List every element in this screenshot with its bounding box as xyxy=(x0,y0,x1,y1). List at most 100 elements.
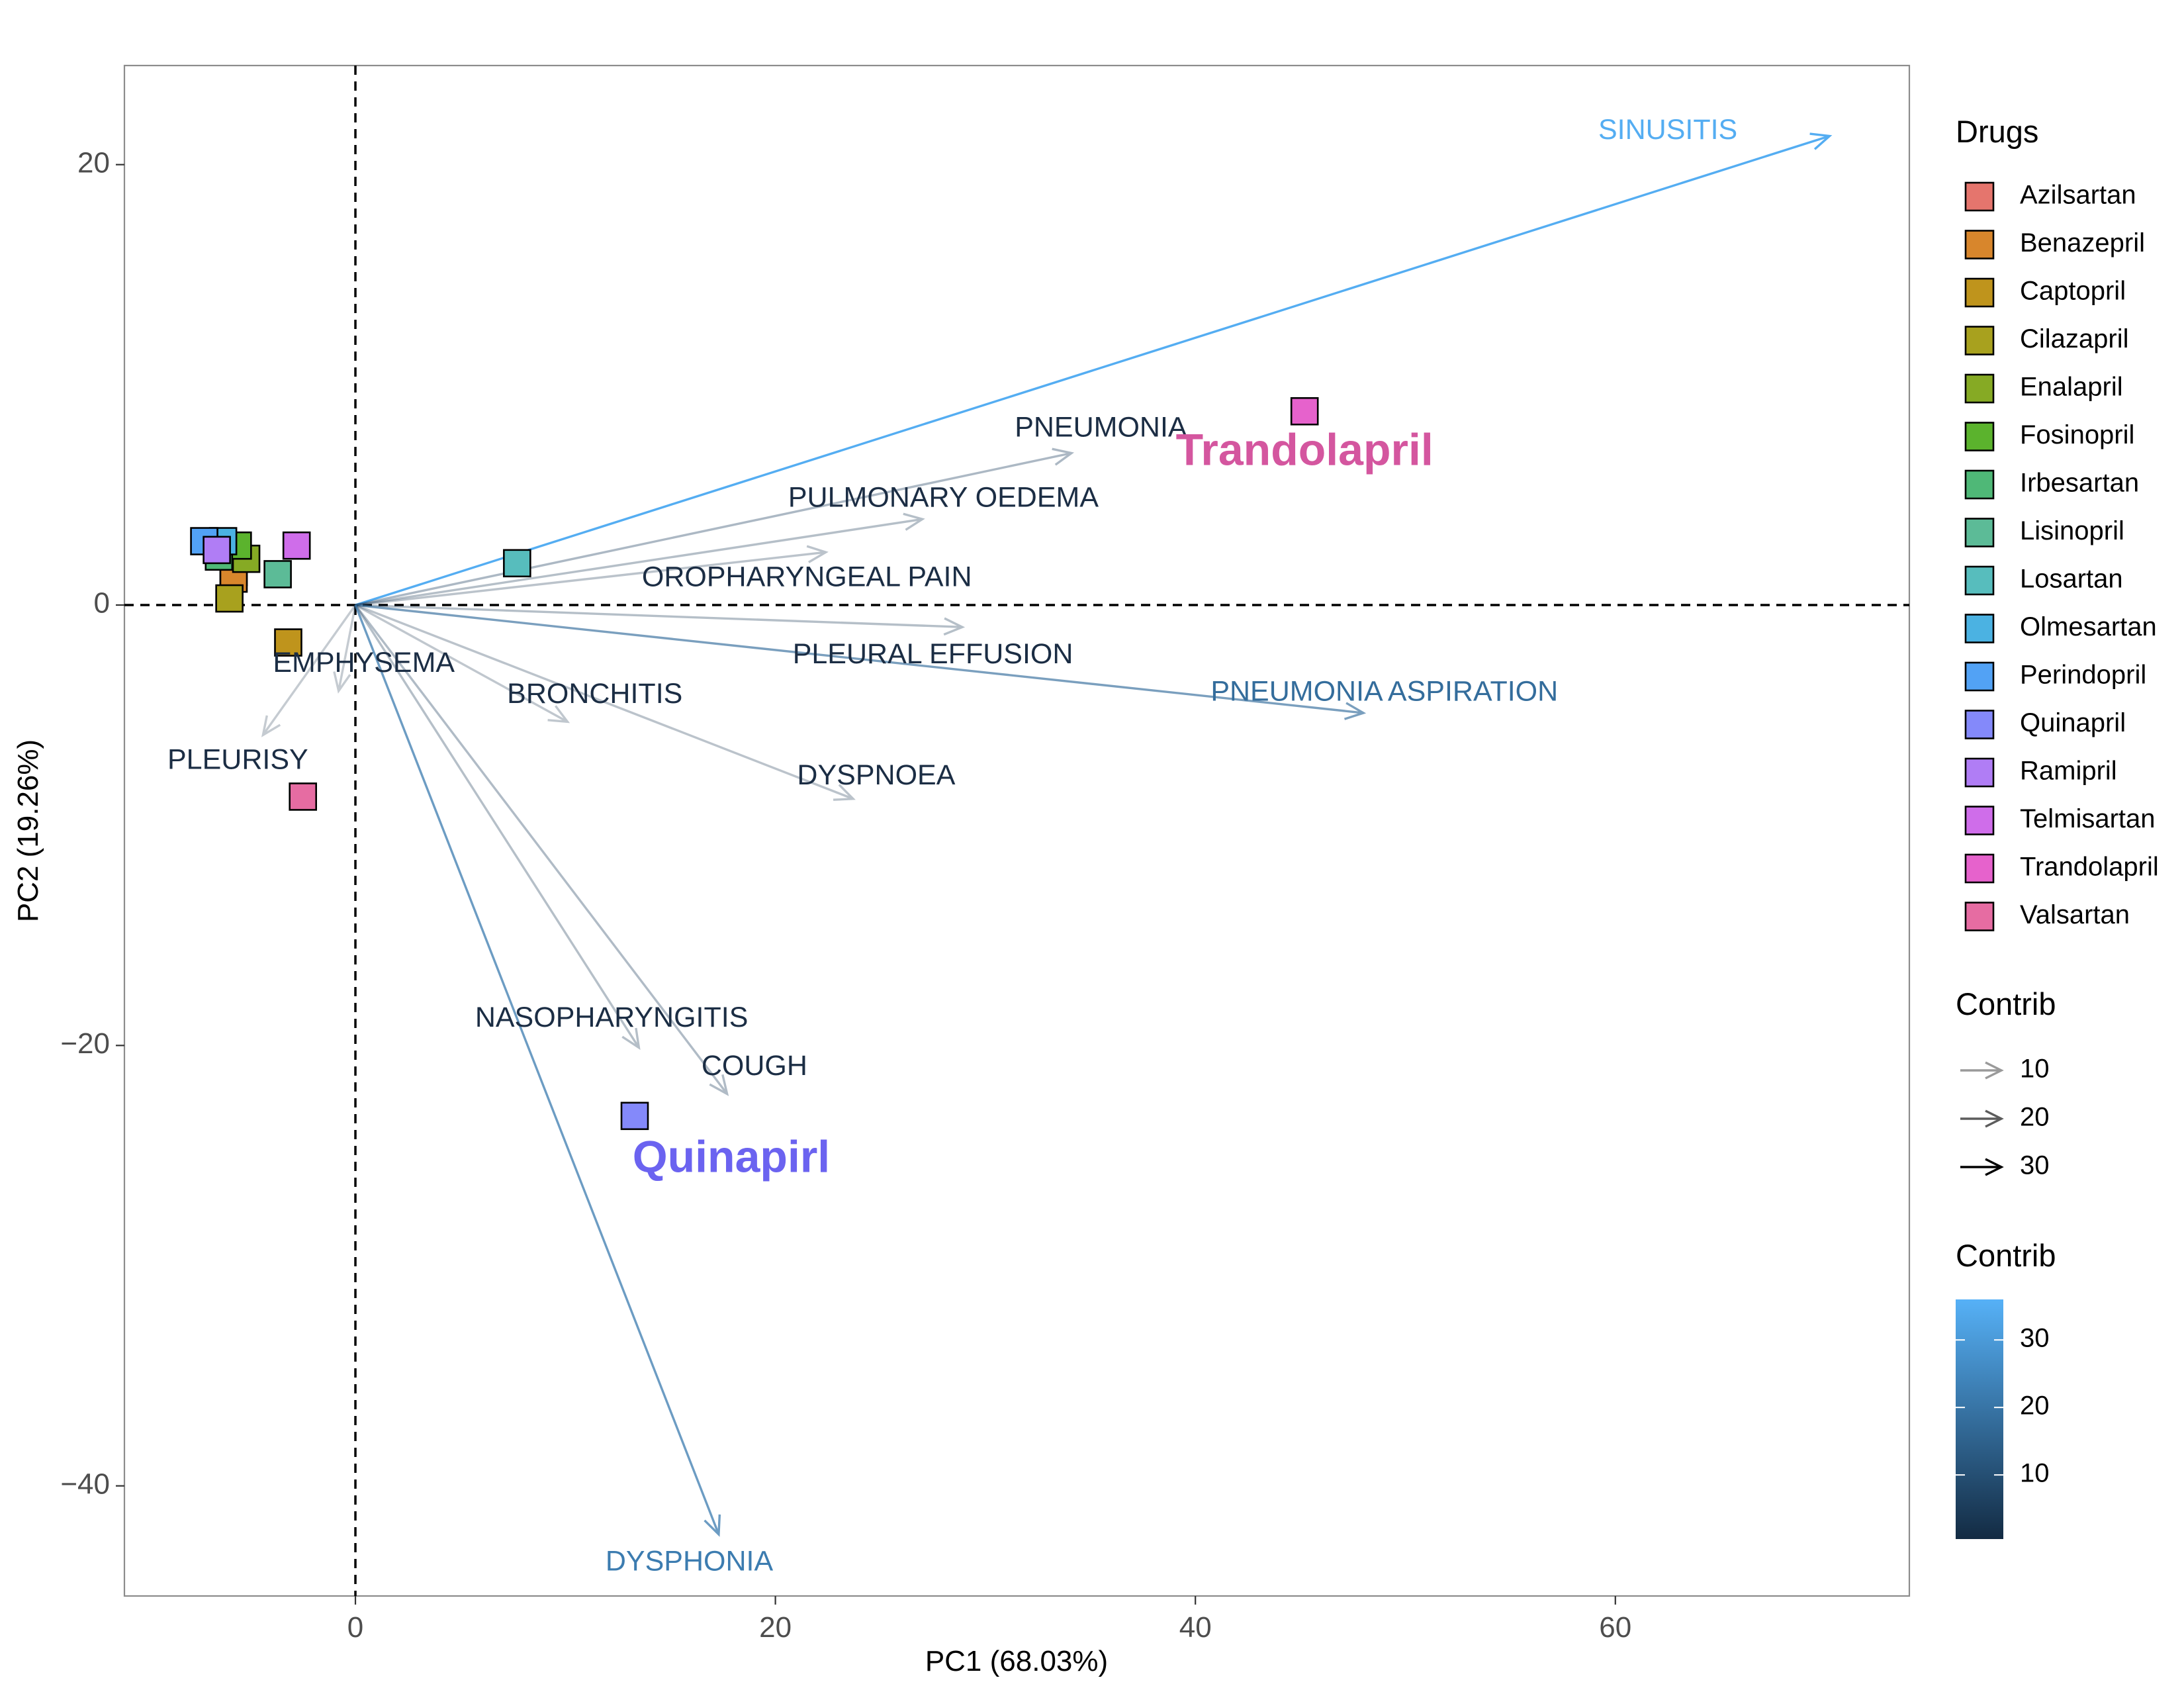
variable-label: NASOPHARYNGITIS xyxy=(475,1002,749,1033)
variable-labels: SINUSITIS PNEUMONIA PULMONARY OEDEMA OROPHA… xyxy=(167,114,1737,1577)
arrow-shaft xyxy=(354,604,720,1535)
legend-label: Azilsartan xyxy=(2020,181,2136,210)
legend-key-fosinopril xyxy=(1964,422,1995,451)
arrow-oropharyngeal-pain xyxy=(355,545,829,606)
arrow-shaft xyxy=(262,604,357,736)
drugs-legend: Drugs Azilsartan Benazepril Captopril Cilaza… xyxy=(1956,114,2159,931)
arrow-head xyxy=(261,715,281,737)
arrow-pulmonary-oedema xyxy=(355,512,925,606)
legend-label: Perindopril xyxy=(2020,661,2146,690)
legend-key-olmesartan xyxy=(1964,614,1995,643)
legend-label: Valsartan xyxy=(2020,900,2130,929)
x-axis-label: PC1 (68.03%) xyxy=(925,1645,1108,1677)
arrow-shaft xyxy=(355,134,1830,606)
variable-label: OROPHARYNGEAL PAIN xyxy=(642,561,972,592)
drug-point-quinapril xyxy=(620,1102,649,1131)
arrow-emphysema xyxy=(333,604,357,694)
legend-label: Telmisartan xyxy=(2020,804,2156,833)
arrow-head xyxy=(547,705,570,724)
contrib-size-legend-title: Contrib xyxy=(1956,986,2056,1021)
arrow-shaft xyxy=(355,604,1364,714)
drug-point-losartan xyxy=(503,549,531,578)
drug-point-telmisartan xyxy=(282,531,311,560)
legend-label: Olmesartan xyxy=(2020,612,2157,641)
legend-key-telmisartan xyxy=(1964,806,1995,835)
contrib-size-legend: Contrib 10 20 30 xyxy=(1956,986,2056,1180)
y-tick-label: −20 xyxy=(60,1027,110,1060)
colorbar-label: 30 xyxy=(2020,1324,2050,1353)
arrow-cough xyxy=(354,604,729,1096)
arrow-sinusitis xyxy=(355,132,1833,606)
variable-label: DYSPNOEA xyxy=(797,759,955,791)
x-tick-label: 40 xyxy=(1179,1611,1212,1644)
variable-label: PLEURISY xyxy=(167,744,308,776)
drug-point-cilazapril xyxy=(215,584,244,613)
variable-label: PLEURAL EFFUSION xyxy=(793,638,1073,670)
legend-label: Captopril xyxy=(2020,277,2126,306)
legend-key-azilsartan xyxy=(1964,181,1995,212)
size-legend-arrow-head xyxy=(1985,1158,2004,1176)
arrow-shaft xyxy=(337,604,357,692)
legend-label: Enalapril xyxy=(2020,373,2123,402)
drug-points xyxy=(190,397,1319,1131)
colorbar-label: 10 xyxy=(2020,1459,2050,1488)
size-legend-arrow-head xyxy=(1985,1109,2004,1128)
axes: 0 20 40 60 20 0 −20 −40 xyxy=(60,146,1631,1644)
legend-label: Irbesartan xyxy=(2020,469,2139,498)
legend-label: Ramipril xyxy=(2020,757,2117,786)
arrow-shaft xyxy=(355,604,569,723)
legend-key-ramipril xyxy=(1964,757,1995,788)
x-tick-label: 20 xyxy=(759,1611,792,1644)
colorbar-label: 20 xyxy=(2020,1391,2050,1421)
arrow-shaft xyxy=(354,604,640,1049)
arrow-dysphonia xyxy=(354,604,721,1537)
legend-key-perindopril xyxy=(1964,661,1995,692)
contrib-colorbar xyxy=(1956,1299,2003,1539)
variable-arrows xyxy=(261,132,1833,1537)
arrow-head xyxy=(1343,702,1367,720)
size-legend-label: 30 xyxy=(2020,1151,2050,1180)
variable-label: SINUSITIS xyxy=(1598,114,1737,146)
legend-key-enalapril xyxy=(1964,373,1995,404)
drugs-legend-title: Drugs xyxy=(1956,114,2038,149)
drug-point-valsartan xyxy=(289,782,318,811)
legend-key-captopril xyxy=(1964,277,1995,308)
legend-label: Fosinopril xyxy=(2020,420,2134,449)
arrow-head xyxy=(943,617,966,636)
legend-key-cilazapril xyxy=(1964,326,1995,355)
legend-label: Cilazapril xyxy=(2020,324,2129,353)
legend-key-trandolapril xyxy=(1964,853,1995,884)
arrow-bronchitis xyxy=(355,604,570,724)
drug-point-ramipril xyxy=(203,536,231,565)
variable-label: PNEUMONIA ASPIRATION xyxy=(1210,675,1558,707)
arrow-head xyxy=(833,784,856,801)
arrow-head xyxy=(903,512,925,531)
legend-key-irbesartan xyxy=(1964,469,1995,500)
arrow-shaft xyxy=(355,604,963,628)
legend-label: Quinapril xyxy=(2020,708,2126,737)
arrow-head xyxy=(1809,132,1833,150)
contrib-color-legend-title: Contrib xyxy=(1956,1238,2056,1273)
variable-label: COUGH xyxy=(702,1050,807,1082)
size-legend-label: 10 xyxy=(2020,1055,2050,1084)
drug-point-captopril xyxy=(274,628,302,657)
y-tick-label: 0 xyxy=(94,587,110,620)
legend-key-lisinopril xyxy=(1964,518,1995,547)
size-legend-arrow-head xyxy=(1985,1061,2004,1080)
legend-key-benazepril xyxy=(1964,230,1995,259)
legend-label: Losartan xyxy=(2020,565,2123,594)
size-legend-label: 20 xyxy=(2020,1103,2050,1132)
legend-label: Benazepril xyxy=(2020,228,2145,258)
legend-key-quinapril xyxy=(1964,710,1995,739)
arrow-shaft xyxy=(355,604,854,800)
arrow-pleural-effusion xyxy=(355,604,966,636)
arrow-head xyxy=(1052,447,1075,466)
legend-key-valsartan xyxy=(1964,902,1995,931)
drug-point-lisinopril xyxy=(263,560,292,588)
legend-label: Lisinopril xyxy=(2020,516,2124,545)
arrow-head xyxy=(704,1514,721,1537)
arrow-head xyxy=(621,1027,641,1051)
arrow-head xyxy=(806,545,829,563)
x-tick-label: 0 xyxy=(347,1611,363,1644)
x-tick-label: 60 xyxy=(1599,1611,1631,1644)
